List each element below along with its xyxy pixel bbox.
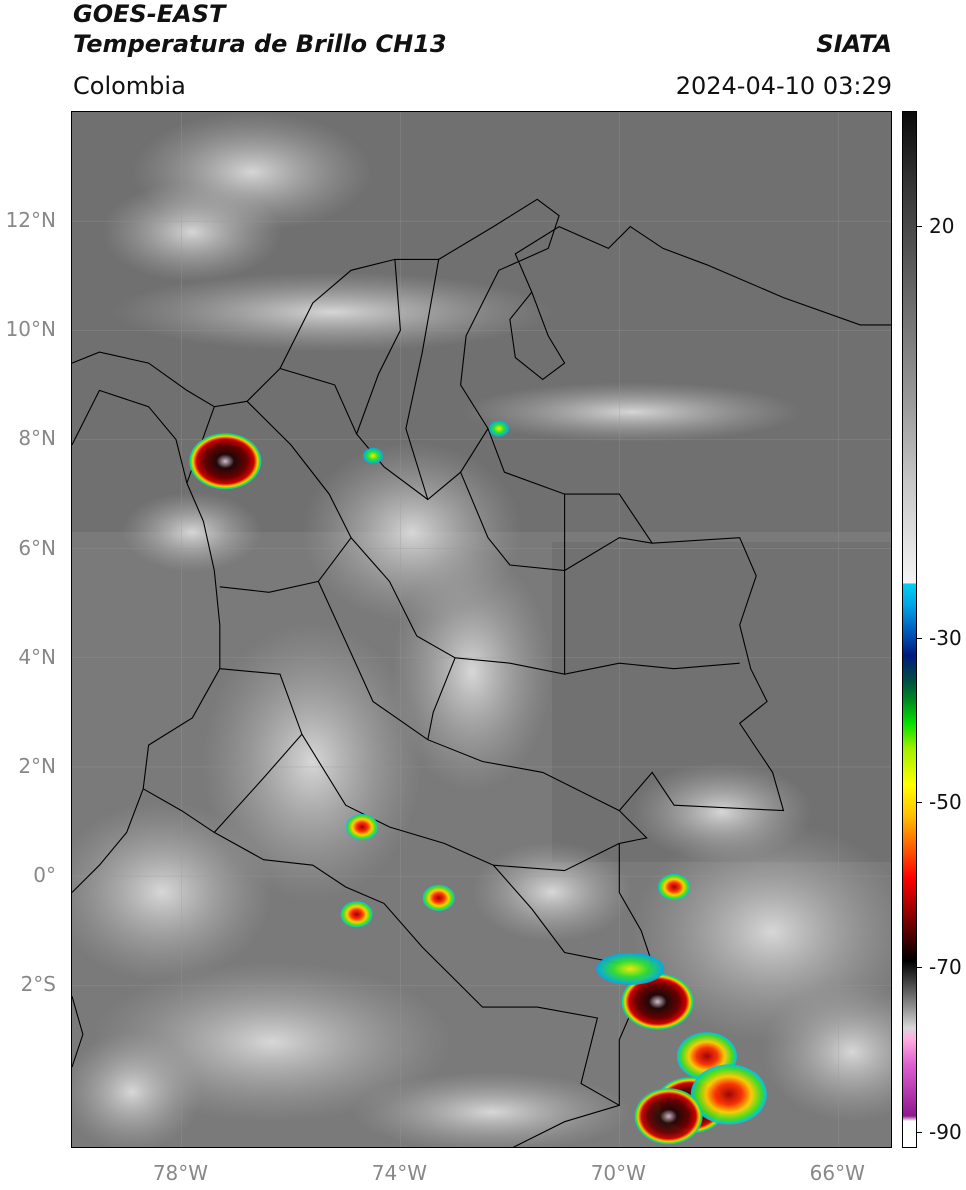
dept-boundary-f xyxy=(460,471,653,572)
lon-tick-label: 70°W xyxy=(590,1161,646,1185)
cloud-patch xyxy=(472,842,632,942)
venezuela-coastline xyxy=(509,225,891,381)
satellite-map[interactable] xyxy=(71,111,892,1148)
lon-tick-label: 78°W xyxy=(152,1161,209,1185)
colorbar-tick-label: -90 xyxy=(929,1119,962,1144)
colorbar-tick-mark xyxy=(916,226,922,228)
lon-tick-label: 74°W xyxy=(371,1161,428,1185)
lat-tick-label: 6°N xyxy=(18,535,56,560)
dept-boundary-e xyxy=(350,537,740,675)
lat-tick-label: 12°N xyxy=(5,208,56,233)
pacific-coastline xyxy=(142,482,221,789)
dept-boundary-g xyxy=(301,733,620,872)
cloud-patch xyxy=(762,982,891,1122)
dept-boundary-j xyxy=(405,259,440,500)
peru-coast xyxy=(72,996,84,1068)
colombia-border xyxy=(142,198,785,1107)
convective-cell-6 xyxy=(621,973,694,1030)
cloud-patch xyxy=(392,552,552,792)
cloud-patch xyxy=(112,272,552,352)
colorbar-tick-mark xyxy=(916,637,922,639)
colorbar xyxy=(902,111,917,1148)
colorbar-tick-mark xyxy=(916,802,922,804)
brazil-peru-border xyxy=(512,1104,620,1147)
cloud-patch xyxy=(632,762,812,862)
storm-complex-part-3 xyxy=(634,1088,703,1145)
lat-tick-label: 10°N xyxy=(5,317,56,342)
colorbar-tick-label: -30 xyxy=(929,625,962,650)
dept-boundary-h xyxy=(492,864,620,964)
dept-boundary-l xyxy=(427,657,456,740)
agency-label: SIATA xyxy=(816,30,892,58)
convective-cell-9 xyxy=(488,420,509,437)
lat-tick-label: 8°N xyxy=(18,426,56,451)
lat-tick-label: 2°S xyxy=(20,972,56,997)
convective-cell-1 xyxy=(189,433,262,490)
convective-cell-4 xyxy=(422,884,455,911)
convective-cell-5 xyxy=(658,874,691,900)
cloud-patch xyxy=(72,802,272,982)
cloud-patch xyxy=(352,1072,632,1147)
satellite-map-canvas xyxy=(72,112,891,1147)
cloud-patch xyxy=(122,492,262,572)
colorbar-tick-mark xyxy=(916,1131,922,1133)
colorbar-tick-label: 20 xyxy=(929,214,955,239)
colorbar-tick-label: -50 xyxy=(929,790,962,815)
colorbar-tick-mark xyxy=(916,966,922,968)
cloud-patch xyxy=(462,382,802,442)
dept-boundary-i xyxy=(356,259,401,435)
panama-coast xyxy=(72,351,215,408)
convective-cell-8 xyxy=(363,447,383,464)
timestamp-label: 2024-04-10 03:29 xyxy=(675,72,892,100)
storm-complex-part-4 xyxy=(596,952,665,985)
lat-tick-label: 2°N xyxy=(18,753,56,778)
map-subtitle: Temperatura de Brillo CH13 xyxy=(73,30,447,58)
region-label: Colombia xyxy=(73,72,186,100)
lat-tick-label: 0° xyxy=(33,863,56,888)
convective-cell-2 xyxy=(346,814,379,840)
panama-pacific xyxy=(72,389,188,484)
cloud-patch xyxy=(72,1032,202,1147)
lat-tick-label: 4°N xyxy=(18,644,56,669)
colorbar-tick-label: -70 xyxy=(929,954,962,979)
convective-cell-3 xyxy=(340,901,373,928)
lon-tick-label: 66°W xyxy=(809,1161,865,1185)
map-title: GOES-EAST xyxy=(73,0,226,28)
ecuador-peru-border xyxy=(72,788,144,893)
storm-complex-part-2 xyxy=(690,1064,767,1125)
cloud-patch xyxy=(102,182,282,282)
